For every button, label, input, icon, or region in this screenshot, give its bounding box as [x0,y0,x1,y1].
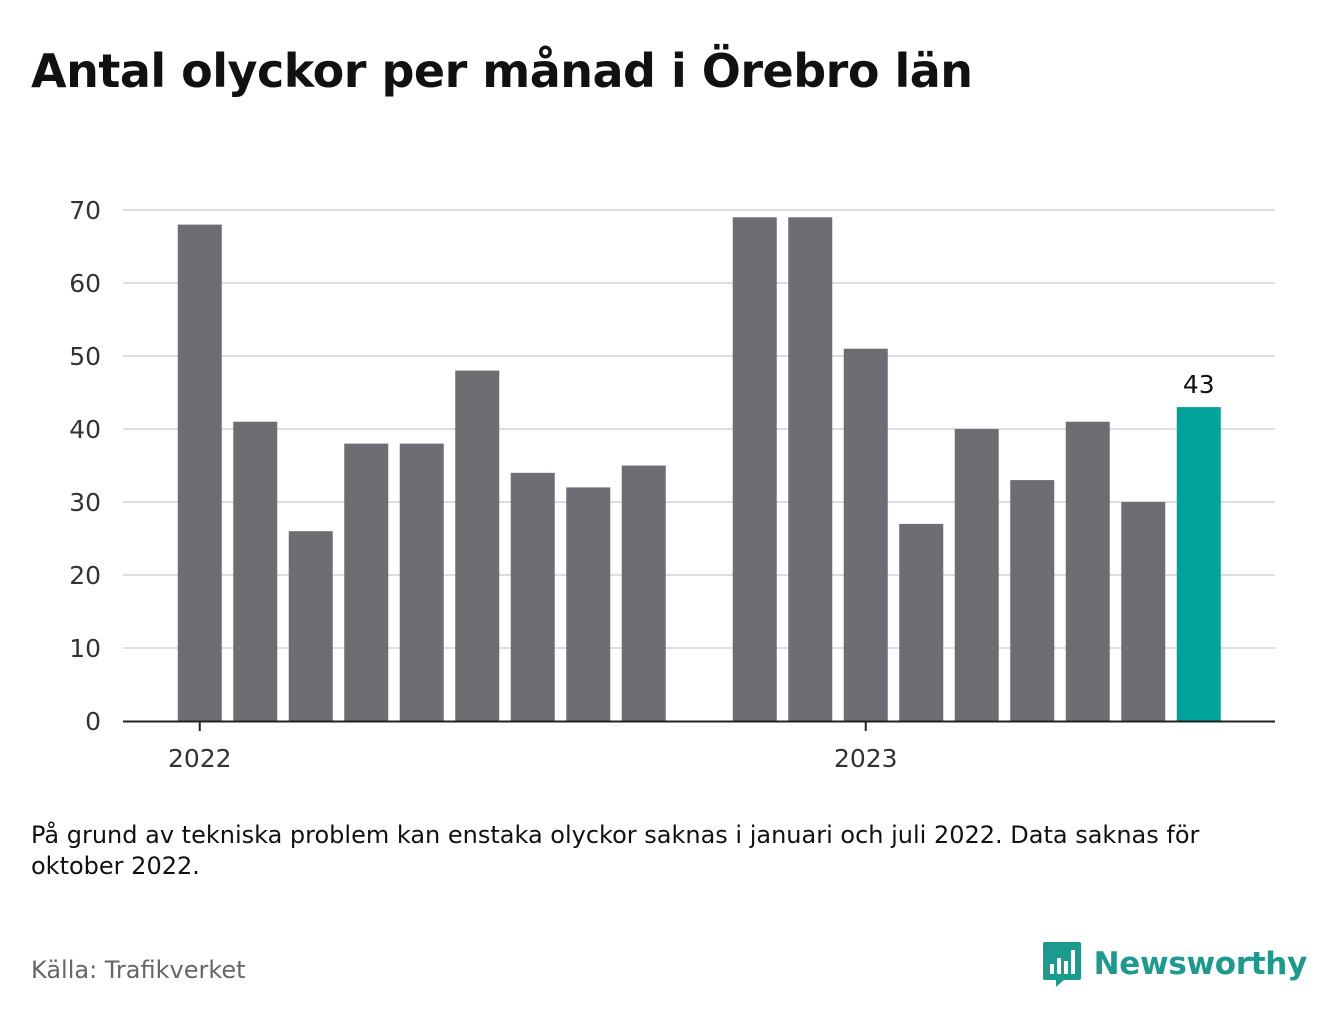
data-label: 43 [1183,370,1215,399]
bar-2022-03 [288,531,333,721]
bar-2023-01 [843,348,888,721]
bar-2022-02 [233,421,278,721]
y-tick-label: 50 [69,342,101,371]
newsworthy-logo-icon [1042,942,1081,987]
y-tick-label: 10 [69,634,101,663]
data-labels: 43 [1183,370,1215,399]
bar-2022-08 [566,487,611,721]
bar-2023-05 [1065,421,1110,721]
x-tick-label: 2023 [834,744,898,773]
x-ticks: 2022 2023 [168,721,898,773]
x-tick-label: 2022 [168,744,232,773]
bar-2022-12 [788,217,833,722]
brand-name: Newsworthy [1093,946,1308,982]
bar-2023-03 [954,429,999,721]
y-tick-label: 20 [69,561,101,590]
bar-2023-04 [1010,480,1055,721]
bar-2022-01 [177,224,222,721]
bar-2022-05 [399,443,444,721]
bar-2023-07 [1176,407,1221,721]
y-tick-label: 70 [69,196,101,225]
bar-2023-06 [1121,502,1166,721]
bar-2022-11 [732,217,777,722]
y-tick-labels: 0 10 20 30 40 50 60 70 [69,196,101,736]
y-tick-label: 30 [69,488,101,517]
brand-logo: Newsworthy [1042,940,1307,988]
chart-title: Antal olyckor per månad i Örebro län [31,44,973,98]
y-tick-label: 40 [69,415,101,444]
y-tick-label: 60 [69,269,101,298]
footnote: På grund av tekniska problem kan enstaka… [31,821,1200,880]
bar-2022-09 [621,465,666,721]
source-credit: Källa: Trafikverket [31,956,246,984]
bar-2023-02 [899,523,944,721]
bar-2022-06 [455,370,500,721]
y-tick-label: 0 [85,707,101,736]
bars [177,217,1221,722]
bar-2022-07 [510,472,555,721]
bar-2022-04 [344,443,389,721]
bar-chart: 0 10 20 30 40 50 60 70 43 2022 2023 [69,196,1275,773]
